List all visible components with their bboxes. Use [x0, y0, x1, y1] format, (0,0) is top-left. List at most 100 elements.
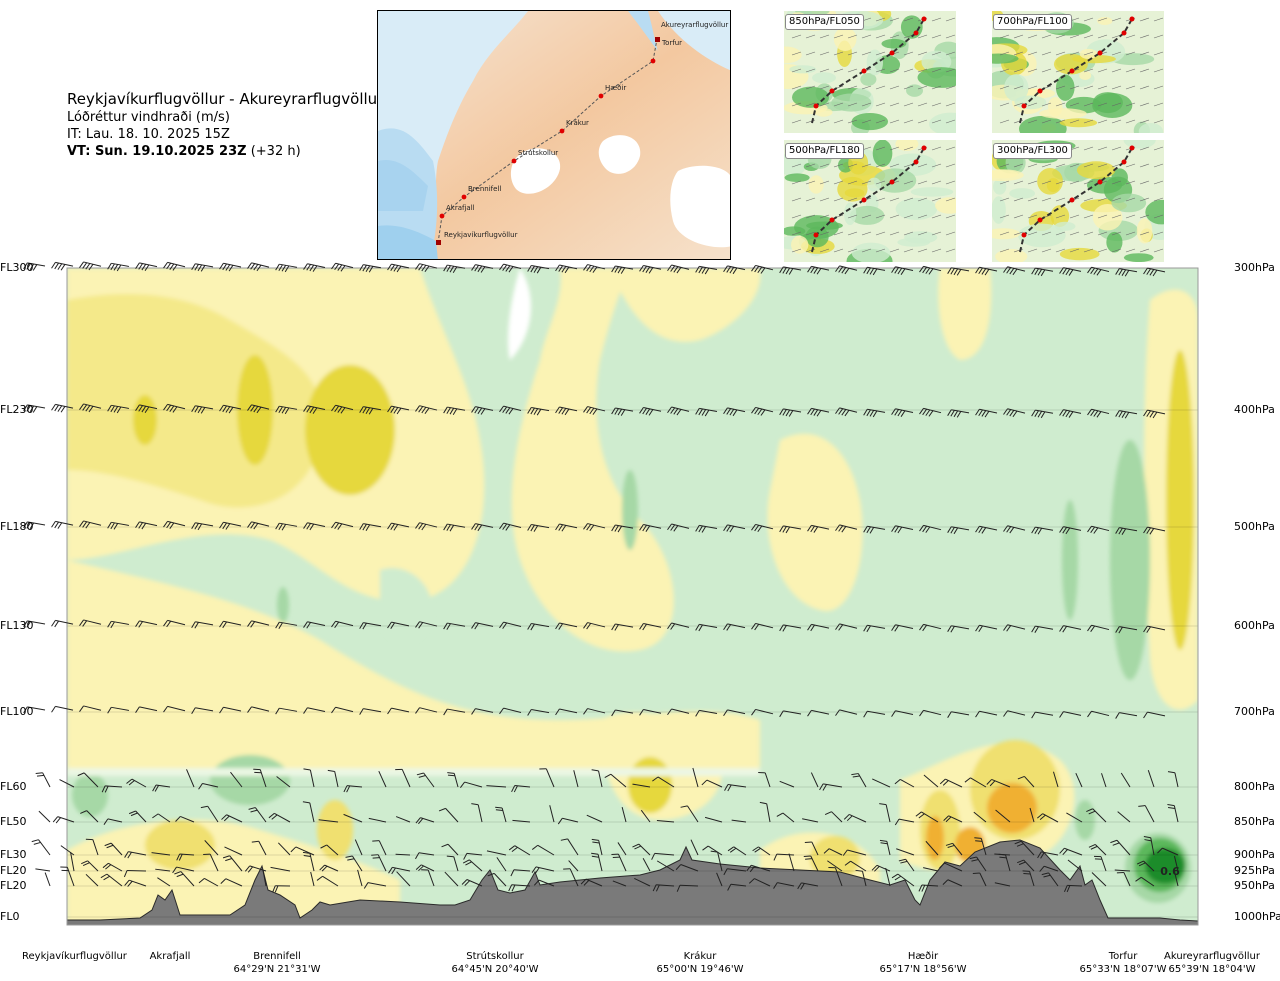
wind-barb	[415, 522, 438, 531]
flight-level-label: FL100	[0, 705, 34, 718]
mini-map-barb	[861, 180, 872, 185]
wind-barb	[276, 776, 291, 788]
wind-barb	[555, 406, 578, 416]
flight-level-label: FL180	[0, 520, 34, 533]
mini-map-barb	[847, 51, 858, 56]
mini-map-barb	[875, 85, 886, 90]
mini-map-barb	[917, 85, 928, 90]
mini-map-barb	[1125, 68, 1136, 73]
wind-barb	[995, 809, 1011, 823]
wind-barb	[652, 884, 675, 892]
wind-barb	[549, 805, 555, 823]
wind-barb	[1059, 711, 1082, 718]
mini-map-barb	[819, 85, 830, 90]
wind-barb	[533, 879, 555, 887]
pressure-level-label: 950hPa	[1234, 879, 1275, 892]
mini-map-barb	[889, 163, 900, 168]
wind-barb	[272, 885, 291, 893]
wind-barb	[947, 267, 970, 276]
mini-map-barb	[889, 68, 900, 73]
wind-barb	[843, 813, 867, 823]
wind-barb	[496, 857, 507, 872]
mini-map-barb	[833, 102, 844, 107]
wind-barb	[510, 869, 531, 877]
mini-map-barb	[903, 180, 914, 185]
wind-barb	[656, 860, 675, 872]
wind-barb	[1059, 847, 1083, 856]
wind-barb	[174, 871, 195, 887]
wind-barb	[198, 782, 219, 790]
mini-map-barb	[999, 34, 1010, 39]
wind-barb	[303, 707, 326, 714]
wind-barb	[611, 265, 634, 274]
mini-map-barb	[903, 102, 914, 107]
wind-barb	[751, 708, 774, 716]
wind-barb	[219, 521, 242, 530]
wind-barb	[1143, 409, 1166, 419]
mini-map-barb	[1125, 102, 1136, 107]
wind-barb	[1029, 807, 1035, 823]
wind-barb	[79, 619, 102, 627]
mini-map-cell	[1055, 74, 1075, 101]
mini-map-cell	[1018, 115, 1067, 133]
wind-barb	[60, 845, 75, 856]
mini-map-barb	[903, 85, 914, 90]
wind-barb	[331, 521, 354, 530]
wind-barb	[446, 855, 459, 872]
mini-map-barb	[791, 102, 802, 107]
wind-barb	[939, 778, 963, 788]
mini-map-barb	[1041, 231, 1052, 236]
wind-barb	[275, 263, 298, 273]
mini-map-cell	[992, 169, 1024, 182]
title-block: Reykjavíkurflugvöllur - Akureyrarflugvöl…	[67, 90, 383, 160]
mini-map-barb	[1125, 34, 1136, 39]
wind-barb	[975, 624, 998, 633]
mini-map-barb	[931, 51, 942, 56]
wind-barb	[331, 262, 354, 272]
wind-barb	[443, 523, 466, 532]
wind-barb	[1115, 626, 1138, 634]
mini-map-barb	[1083, 248, 1094, 253]
wind-barb	[51, 619, 74, 628]
wind-barb	[415, 817, 435, 825]
wind-barb	[621, 807, 627, 823]
mini-map-barb	[999, 248, 1010, 253]
mini-map-cell	[784, 173, 810, 182]
wind-barb	[359, 708, 382, 715]
wind-barb	[810, 772, 819, 788]
wind-barb	[191, 522, 214, 531]
mini-map-barb	[1125, 51, 1136, 56]
wind-barb	[60, 866, 75, 887]
mini-map-barb	[889, 17, 900, 22]
wind-barb	[919, 265, 942, 275]
mini-map-barb	[805, 34, 816, 39]
wind-barb	[779, 266, 802, 275]
wind-barb	[975, 408, 998, 418]
wind-barb	[221, 814, 243, 823]
mini-map-barb	[945, 163, 956, 168]
wind-barb	[1041, 872, 1059, 887]
wind-barb	[155, 868, 171, 872]
wind-barb	[1087, 408, 1110, 418]
wind-barb	[773, 853, 795, 861]
mini-map-barb	[1111, 85, 1122, 90]
wind-barb	[499, 522, 522, 531]
mini-map-barb	[1055, 180, 1066, 185]
wind-barb	[923, 867, 939, 872]
mini-map-barb	[889, 119, 900, 124]
wind-barb	[275, 621, 298, 629]
terrain-profile	[67, 839, 1198, 925]
wind-barb	[415, 405, 438, 415]
mini-map-barb	[847, 180, 858, 185]
wind-barb	[275, 522, 298, 531]
mini-map-barb	[1055, 34, 1066, 39]
mini-map-barb	[903, 51, 914, 56]
wind-barb	[835, 623, 858, 631]
mini-map-barb	[1055, 85, 1066, 90]
mini-map-cell	[784, 226, 806, 236]
mini-map-waypoint	[1069, 197, 1075, 203]
wind-barb	[359, 264, 382, 273]
wind-barb	[103, 818, 123, 825]
mini-map-barb	[1097, 102, 1108, 107]
wind-barb	[994, 882, 1011, 887]
